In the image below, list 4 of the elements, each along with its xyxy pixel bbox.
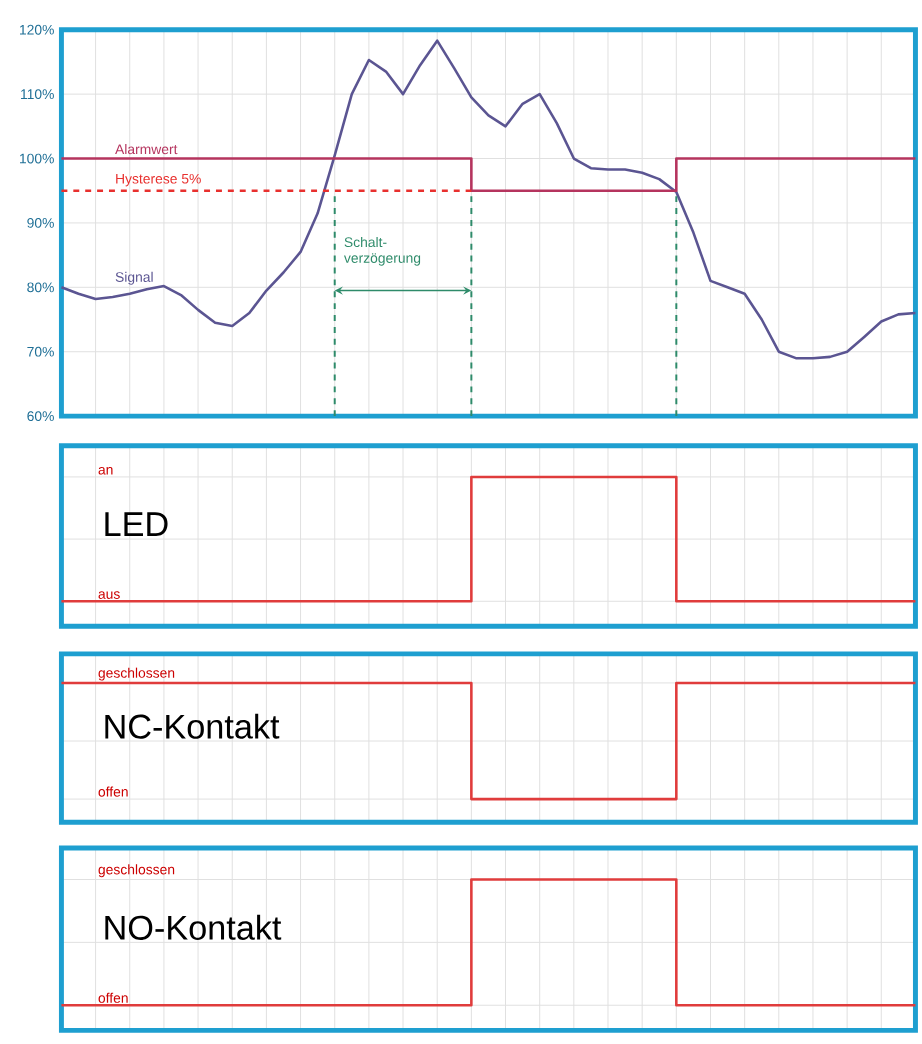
text: NO-Kontakt: [105, 914, 282, 940]
text: NC-Kontakt: [105, 713, 280, 739]
line-series: [60, 39, 917, 360]
text: LED: [105, 512, 168, 536]
